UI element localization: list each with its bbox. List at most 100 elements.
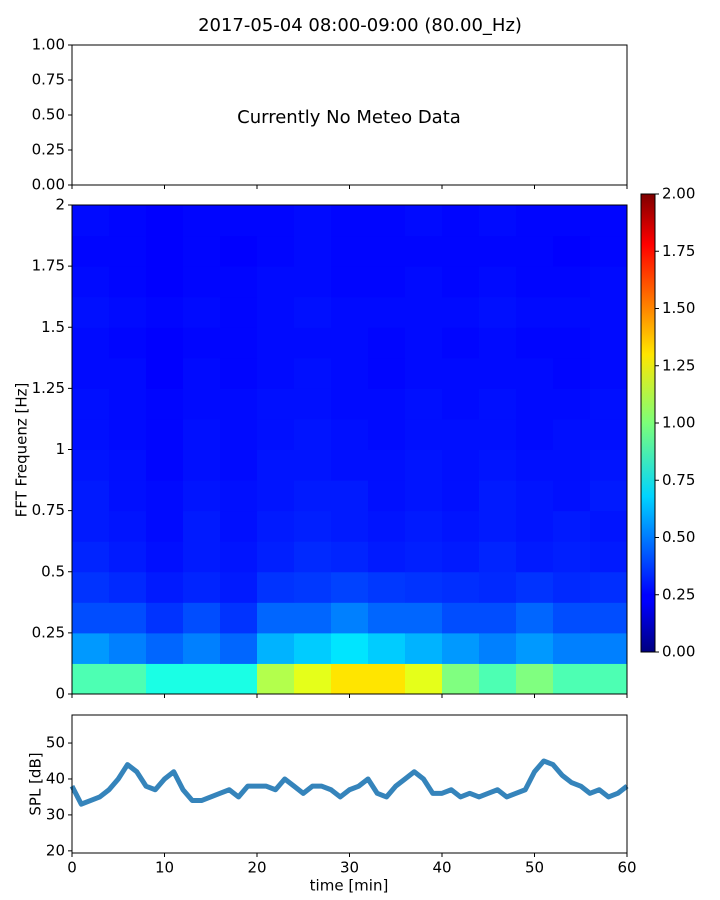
heatmap-cell	[405, 480, 443, 512]
heatmap-cell	[257, 480, 295, 512]
y-tick-label: 0.75	[32, 71, 65, 89]
heatmap-cell	[479, 388, 517, 420]
heatmap-cell	[405, 449, 443, 481]
heatmap-cell	[331, 296, 369, 328]
heatmap-cell	[516, 418, 554, 450]
heatmap-cell	[72, 296, 110, 328]
heatmap-cell	[516, 632, 554, 664]
colorbar-tick-label: 1.25	[662, 356, 695, 374]
heatmap-cell	[405, 571, 443, 603]
colorbar-tick-label: 1.50	[662, 299, 695, 317]
heatmap-cell	[257, 541, 295, 573]
heatmap-cell	[368, 663, 406, 695]
heatmap-cell	[479, 418, 517, 450]
heatmap-cell	[590, 663, 628, 695]
heatmap-cell	[146, 480, 184, 512]
heatmap-cell	[257, 510, 295, 542]
y-tick-label: 0.25	[32, 141, 65, 159]
heatmap-cell	[331, 205, 369, 237]
heatmap-cell	[183, 510, 221, 542]
heatmap-cell	[516, 357, 554, 389]
heatmap-cell	[109, 480, 147, 512]
heatmap-cell	[590, 541, 628, 573]
axes-frame	[71, 714, 628, 854]
heatmap-cell	[183, 327, 221, 359]
heatmap-cell	[183, 449, 221, 481]
heatmap-cell	[590, 510, 628, 542]
x-tick-label: 40	[432, 859, 451, 877]
heatmap-cell	[331, 449, 369, 481]
heatmap-cell	[220, 418, 258, 450]
heatmap-cell	[257, 602, 295, 634]
heatmap-cell	[479, 541, 517, 573]
heatmap-cell	[183, 571, 221, 603]
heatmap-cell	[257, 266, 295, 298]
heatmap-cell	[220, 480, 258, 512]
heatmap-cell	[109, 663, 147, 695]
heatmap-cell	[146, 235, 184, 267]
heatmap-cell	[257, 235, 295, 267]
heatmap-cell	[183, 480, 221, 512]
heatmap-cell	[331, 602, 369, 634]
heatmap-cell	[405, 296, 443, 328]
heatmap-cell	[146, 602, 184, 634]
heatmap-cell	[294, 388, 332, 420]
heatmap-cell	[220, 266, 258, 298]
heatmap-cell	[294, 235, 332, 267]
y-tick-label: 0.5	[41, 562, 65, 580]
y-tick-label: 0	[55, 685, 65, 703]
heatmap-cell	[294, 205, 332, 237]
heatmap-cell	[109, 632, 147, 664]
heatmap-cell	[109, 327, 147, 359]
x-tick-label: 0	[67, 859, 77, 877]
heatmap-cell	[553, 663, 591, 695]
heatmap-cell	[257, 357, 295, 389]
heatmap-cell	[183, 296, 221, 328]
heatmap-cell	[553, 388, 591, 420]
y-tick-label: 1.25	[32, 379, 65, 397]
heatmap-cell	[183, 388, 221, 420]
x-axis-label: time [min]	[310, 877, 389, 895]
heatmap-cell	[294, 296, 332, 328]
heatmap-cell	[257, 205, 295, 237]
heatmap-cell	[479, 235, 517, 267]
heatmap-cell	[331, 541, 369, 573]
heatmap-cell	[109, 205, 147, 237]
heatmap-cell	[146, 632, 184, 664]
heatmap-cell	[183, 632, 221, 664]
heatmap-cell	[331, 480, 369, 512]
heatmap-cell	[146, 541, 184, 573]
heatmap-cell	[183, 357, 221, 389]
heatmap-cell	[405, 663, 443, 695]
y-tick-label: 20	[46, 841, 65, 859]
heatmap-cell	[553, 357, 591, 389]
heatmap-cell	[590, 235, 628, 267]
heatmap-cell	[405, 510, 443, 542]
heatmap-cell	[368, 541, 406, 573]
heatmap-cell	[368, 571, 406, 603]
heatmap-cell	[183, 663, 221, 695]
heatmap-cell	[146, 449, 184, 481]
heatmap-cell	[146, 571, 184, 603]
heatmap-cell	[516, 663, 554, 695]
heatmap-cell	[590, 602, 628, 634]
heatmap-cell	[220, 663, 258, 695]
heatmap-cell	[479, 296, 517, 328]
colorbar-tick-label: 0.25	[662, 585, 695, 603]
heatmap-cell	[368, 480, 406, 512]
colorbar-tick-label: 0.75	[662, 471, 695, 489]
heatmap-cell	[590, 327, 628, 359]
colorbar-tick-label: 2.00	[662, 185, 695, 203]
y-tick-label: 1.5	[41, 318, 65, 336]
heatmap-cell	[368, 205, 406, 237]
heatmap-cell	[590, 205, 628, 237]
heatmap-cell	[405, 357, 443, 389]
y-axis-label: FFT Frequenz [Hz]	[13, 383, 31, 518]
heatmap-cell	[405, 632, 443, 664]
heatmap-cell	[442, 418, 480, 450]
heatmap-cell	[442, 480, 480, 512]
heatmap-cell	[183, 418, 221, 450]
heatmap-cell	[442, 205, 480, 237]
heatmap-cell	[553, 541, 591, 573]
